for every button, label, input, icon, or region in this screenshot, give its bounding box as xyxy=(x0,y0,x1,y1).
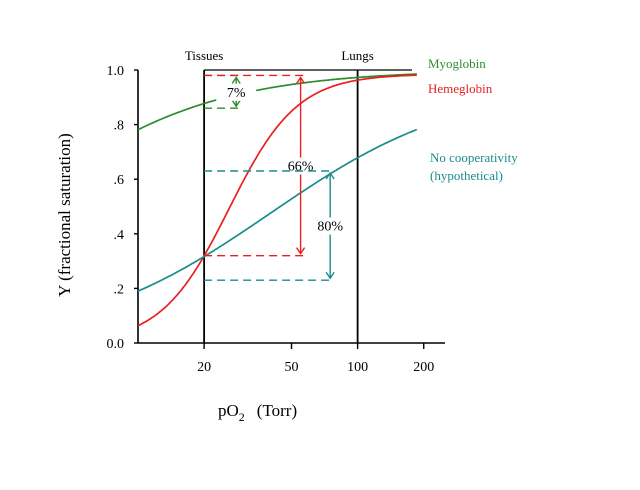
legend-entry: No cooperativity (hypothetical) xyxy=(430,150,518,183)
x-tick-label: 50 xyxy=(285,360,299,375)
series-line xyxy=(137,73,417,131)
ticks: 0.0 .2 .4 .6 .8 1.0 20 50 100 200 xyxy=(107,64,435,375)
curves xyxy=(137,73,418,327)
x-tick-label: 20 xyxy=(197,360,211,375)
annotation-label: 7% xyxy=(227,86,246,101)
y-tick-label: .2 xyxy=(114,282,125,297)
legend-entry: Hemeglobin xyxy=(428,81,493,96)
annotation-arrowhead-up xyxy=(296,76,306,84)
annotation-label: 66% xyxy=(288,160,314,175)
legend: Myoglobin Hemeglobin No cooperativity (hypo… xyxy=(428,56,518,183)
annotation-label-bg xyxy=(280,157,321,175)
y-tick-label: .4 xyxy=(114,228,125,243)
annotation-label: 80% xyxy=(317,220,343,235)
series-line xyxy=(137,128,418,292)
annotation-arrowhead-down xyxy=(231,99,241,108)
reference-line-label: Lungs xyxy=(341,48,374,63)
reference-line-label: Tissues xyxy=(185,48,224,63)
annotation-label-bg xyxy=(310,217,351,235)
annotation-arrowhead-down xyxy=(325,271,335,280)
annotation-arrowhead-down xyxy=(296,247,306,255)
x-tick-label: 200 xyxy=(413,360,434,375)
y-tick-label: .8 xyxy=(114,119,125,134)
y-tick-label: 1.0 xyxy=(107,64,125,79)
annotations: 7% 66% 80% xyxy=(204,74,351,281)
legend-entry: Myoglobin xyxy=(428,56,486,71)
reference-lines: Tissues Lungs xyxy=(185,48,412,343)
y-tick-label: 0.0 xyxy=(107,337,125,352)
annotation-arrowhead-up xyxy=(231,76,241,84)
annotation-arrowhead-up xyxy=(325,171,335,180)
x-tick-label: 100 xyxy=(347,360,368,375)
y-axis-label: Y (fractional saturation) xyxy=(55,133,74,297)
x-axis-label: pO2 (Torr) xyxy=(218,401,297,424)
annotation-label-bg xyxy=(216,83,257,101)
series-line xyxy=(137,74,417,327)
y-tick-label: .6 xyxy=(114,173,125,188)
